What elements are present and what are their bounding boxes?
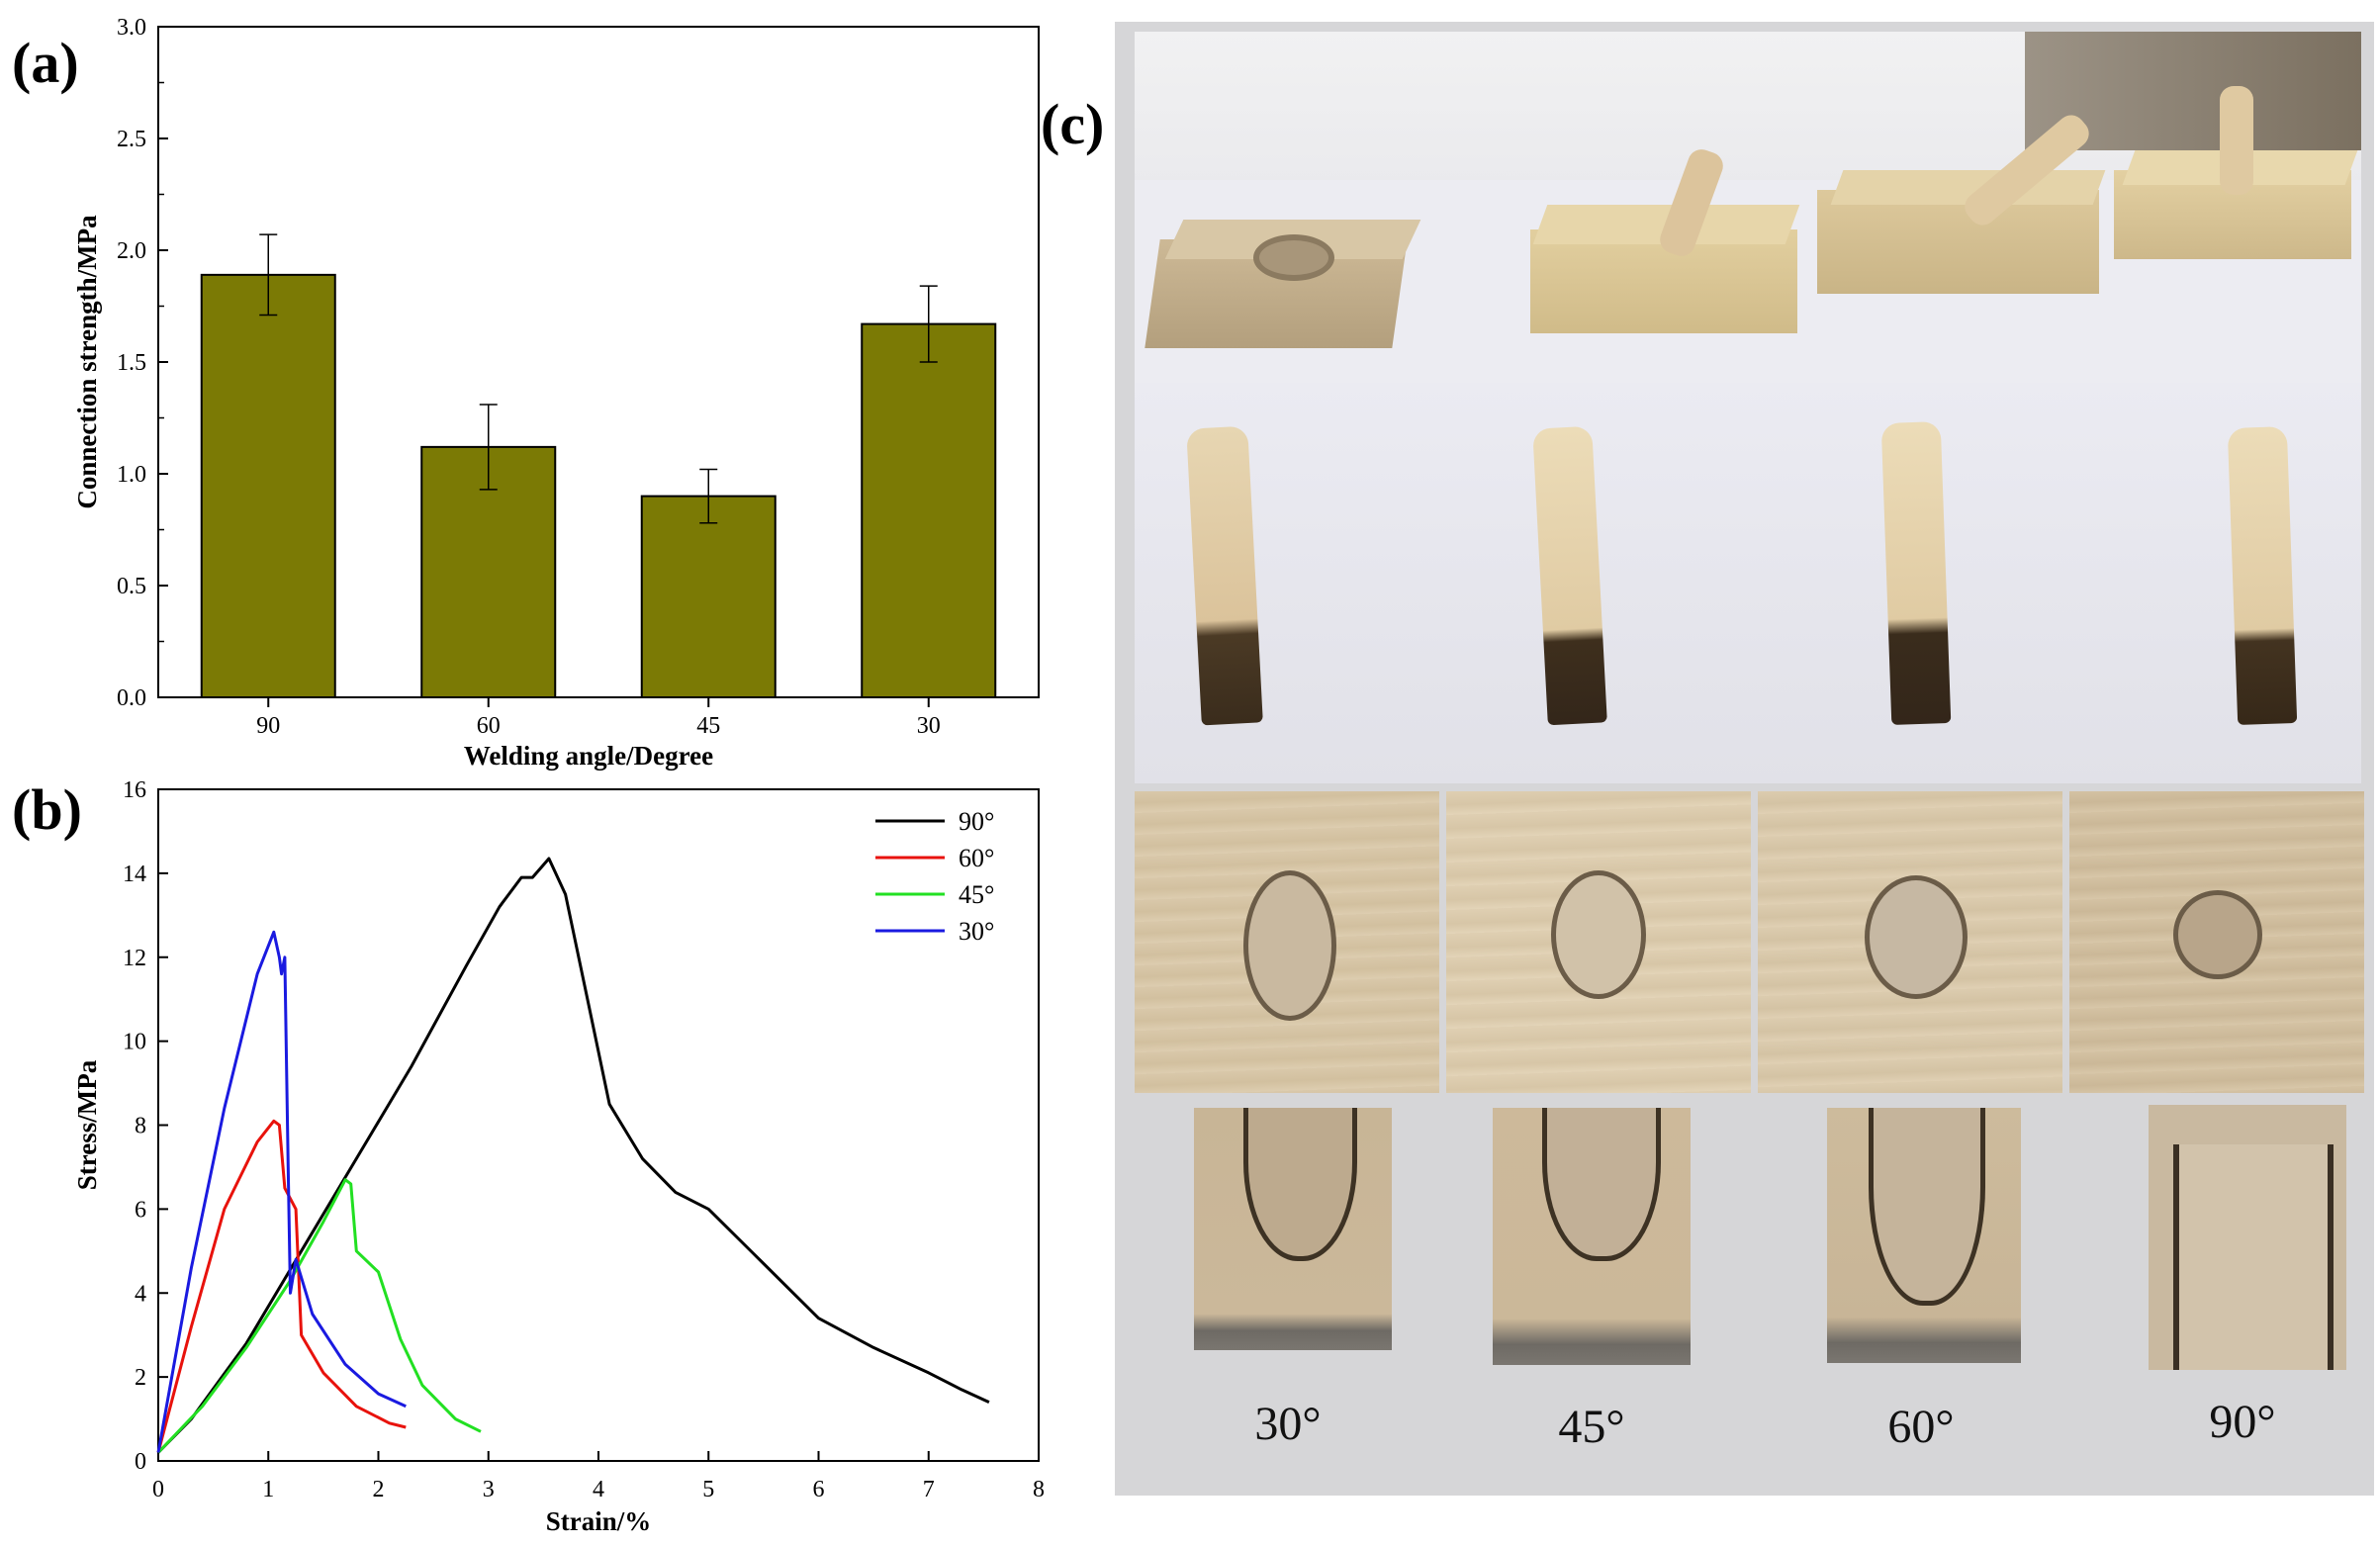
photo-dowels [1135,383,2361,783]
y-tick-label: 8 [135,1114,146,1139]
x-tick-label: 7 [923,1477,935,1502]
caption-45: 45° [1558,1401,1625,1453]
y-tick-label: 10 [123,1030,146,1055]
x-tick-label: 8 [1033,1477,1045,1502]
dowel-sample-4 [2227,426,2298,725]
x-tick-label: 1 [262,1477,274,1502]
x-tick-label: 3 [483,1477,495,1502]
y-axis-label: Stress/MPa [72,1059,102,1190]
photo-hole-top-view-45 [1446,791,1751,1093]
x-tick-label: 90 [256,713,280,739]
hole-ellipse-30 [1243,870,1336,1021]
hole-ellipse-45 [1551,870,1646,999]
photo-cross-section-30 [1194,1108,1392,1350]
plot-frame [157,788,1040,1462]
photo-hole-top-view-60 [1758,791,2062,1093]
legend-label-45deg: 45° [959,880,994,909]
bar-chart-connection-strength: 0.0 0.5 1.0 1.5 2.0 2.5 3.0 90 60 45 30 Welding ang… [72,15,1040,771]
x-tick-label: 6 [813,1477,825,1502]
dowel-4 [2220,86,2253,195]
photo-cross-section-90 [2149,1105,2346,1370]
bar-45 [640,495,777,698]
photo-cross-section-45 [1493,1108,1691,1365]
series-line-30deg [156,930,407,1453]
x-tick-label: 0 [152,1477,164,1502]
y-tick-label: 0.0 [117,685,146,711]
y-tick-label: 14 [123,862,146,887]
hole-ellipse-60 [1865,875,1968,999]
x-tick-label: 30 [917,713,941,739]
y-tick-label: 2.5 [117,127,146,152]
x-axis-label: Strain/% [546,1506,652,1536]
y-tick-label: 0 [135,1449,146,1475]
caption-90: 90° [2209,1396,2276,1448]
photo-hole-top-view-90 [2069,791,2364,1093]
cross-section-profile-90 [2173,1144,2334,1370]
x-tick-label: 5 [702,1477,714,1502]
panel-label-c: (c) [1041,92,1105,156]
series-line-90deg [156,857,990,1454]
caption-60: 60° [1887,1401,1955,1453]
cross-section-profile-45 [1542,1108,1661,1261]
y-tick-label: 4 [135,1281,146,1307]
x-tick-label: 2 [373,1477,385,1502]
bar-30 [861,322,997,698]
photo-hole-top-view-30 [1135,791,1439,1093]
y-tick-label: 0.5 [117,574,146,599]
cross-section-profile-30 [1243,1108,1357,1261]
photo-cross-section-60 [1827,1108,2021,1363]
series-line-45deg [156,1178,482,1454]
legend-label-60deg: 60° [959,844,994,872]
y-tick-label: 3.0 [117,15,146,41]
caption-30: 30° [1254,1398,1322,1450]
dowel-sample-3 [1880,421,1952,725]
cross-section-profile-60 [1869,1108,1985,1306]
y-tick-label: 2 [135,1365,146,1391]
photo-specimens-on-blocks [1135,32,2361,383]
panel-label-a: (a) [12,31,79,95]
wood-block-3 [1817,190,2099,294]
legend-label-90deg: 90° [959,807,994,836]
photo-panel-c: 30° 45° 60° 90° [1115,22,2374,1496]
x-tick-label: 60 [477,713,501,739]
y-tick-label: 12 [123,946,146,971]
dowel-sample-1 [1186,425,1263,726]
y-tick-label: 2.0 [117,238,146,264]
dowel-sample-2 [1532,425,1607,726]
y-tick-label: 16 [123,777,146,803]
y-tick-label: 6 [135,1197,146,1223]
series-line-60deg [156,1119,407,1453]
x-tick-label: 45 [696,713,720,739]
x-tick-label: 4 [593,1477,604,1502]
bar-90 [200,273,336,698]
dowel-head-1 [1253,234,1334,281]
legend-label-30deg: 30° [959,917,994,946]
y-tick-label: 1.0 [117,462,146,488]
panel-label-b: (b) [12,777,82,842]
y-tick-label: 1.5 [117,350,146,376]
hole-circle-90 [2173,890,2262,979]
x-axis-label: Welding angle/Degree [464,741,713,771]
y-axis-label: Connection strength/MPa [72,215,102,509]
